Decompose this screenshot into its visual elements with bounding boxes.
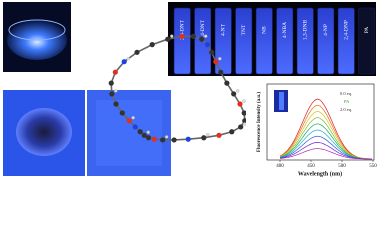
hydrogen (242, 99, 246, 103)
atom (112, 69, 118, 75)
hydrogen (126, 57, 130, 61)
vial-label: 4-NP (323, 24, 329, 36)
hydrogen (206, 133, 210, 137)
legend-label: 0.0 eq. (340, 91, 352, 96)
bond (123, 51, 138, 63)
atom (171, 137, 177, 143)
atom (201, 135, 207, 141)
atom (190, 33, 196, 39)
legend-label: PA (344, 99, 350, 104)
atom (165, 36, 171, 42)
atom (134, 49, 140, 55)
hydrogen (170, 34, 174, 38)
legend-label: 2.0 eq. (340, 107, 352, 112)
x-tick-label: 450 (307, 164, 315, 169)
x-axis-label: Wavelength (nm) (298, 170, 342, 177)
atom (119, 110, 125, 116)
vial-label: 4-NBA (282, 22, 288, 38)
vial (317, 7, 335, 75)
hydrogen (131, 116, 135, 120)
vial (276, 7, 294, 75)
atom (121, 59, 127, 65)
vial-label: 4-NT (221, 23, 227, 36)
atom (126, 118, 132, 124)
atom (179, 33, 185, 39)
vial (358, 7, 376, 75)
atom (218, 69, 224, 75)
atom (185, 136, 191, 142)
atom (224, 80, 230, 86)
vial-label: 1,3-DNB (303, 20, 309, 41)
hydrogen (236, 89, 240, 93)
atom (151, 136, 157, 142)
dish-photo (3, 2, 71, 72)
x-tick-label: 550 (369, 164, 377, 169)
spectrum-panel: 0.0 eq. PA 2.0 eq. Wavelength (nm) Fluor… (246, 80, 378, 178)
atom (137, 129, 143, 135)
atom (199, 36, 205, 42)
x-tick-label: 500 (338, 164, 346, 169)
hydrogen (146, 130, 150, 134)
atom (145, 135, 152, 141)
atom (213, 59, 219, 65)
hydrogen (218, 57, 222, 61)
x-tick-label: 400 (276, 164, 284, 169)
atom (109, 91, 115, 97)
vial (235, 7, 253, 75)
hydrogen (243, 122, 247, 126)
hydrogen (114, 89, 118, 93)
atom (204, 42, 211, 48)
atom (229, 129, 235, 135)
atom (141, 132, 147, 138)
inset-vial (279, 92, 284, 110)
vial-label: PA (364, 27, 370, 34)
atom (132, 124, 138, 130)
atom (160, 137, 166, 143)
vial-label: 2,4-DNP (344, 20, 350, 40)
atom (241, 110, 247, 116)
paper-strip-photos (3, 90, 171, 176)
atom (231, 91, 237, 97)
vial (255, 7, 273, 75)
vial-label: 2,4-DNT (200, 19, 206, 40)
hydrogen (165, 135, 169, 139)
vial-label: NB (262, 26, 268, 34)
emission-curve (279, 148, 372, 160)
bond (151, 38, 169, 46)
vial-label: 2,6-DNT (180, 19, 186, 40)
bond (188, 136, 204, 141)
atom (209, 49, 215, 55)
graphical-abstract: 2,6-DNT 2,4-DNT 4-NT TNT NB 4-NBA 1,3-DNB 4-NP 2… (3, 2, 378, 178)
vial (337, 7, 355, 75)
atom (216, 132, 222, 138)
y-axis-label: Fluorescence Intensity (a.u.) (257, 92, 262, 153)
atom (149, 42, 155, 48)
vial-label: TNT (241, 24, 247, 35)
atom (238, 124, 244, 130)
plot-frame (266, 83, 375, 161)
atom (113, 101, 119, 107)
atom (108, 80, 114, 86)
vial (296, 7, 314, 75)
vial (173, 7, 191, 75)
hydrogen (204, 34, 208, 38)
bond (136, 43, 153, 54)
atom (237, 101, 243, 107)
molecule-structure (108, 33, 248, 143)
